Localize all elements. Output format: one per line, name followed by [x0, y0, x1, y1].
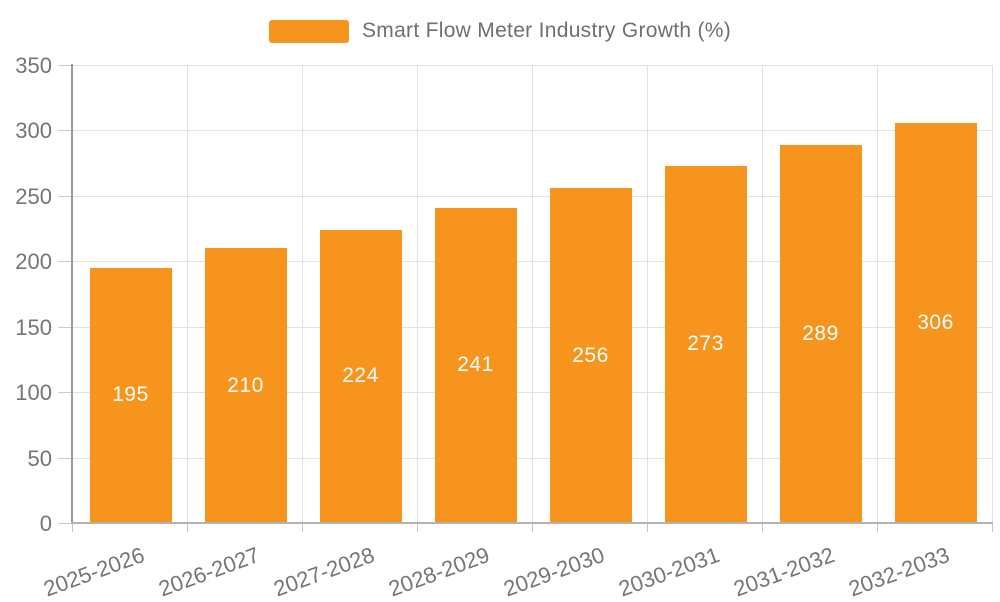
- y-axis-tick: [58, 261, 73, 263]
- gridline-horizontal: [73, 261, 993, 263]
- legend-label: Smart Flow Meter Industry Growth (%): [361, 19, 732, 42]
- y-axis-tick: [58, 195, 73, 197]
- x-axis-tick: [762, 523, 763, 532]
- bar-value-label: 289: [802, 321, 839, 345]
- x-axis-tick: [302, 523, 303, 532]
- bar-value-label: 256: [572, 343, 609, 367]
- bar[interactable]: 256: [549, 188, 632, 523]
- gridline-vertical: [877, 65, 878, 523]
- x-axis-tick: [72, 523, 73, 532]
- bar[interactable]: 241: [434, 207, 517, 523]
- x-axis-label: 2026-2027: [155, 542, 264, 602]
- legend-item[interactable]: Smart Flow Meter Industry Growth (%): [0, 17, 1000, 45]
- bar-value-label: 306: [917, 310, 954, 334]
- y-axis-label: 100: [15, 380, 52, 406]
- legend-swatch: [268, 19, 349, 43]
- x-axis-label: 2032-2033: [845, 542, 954, 602]
- bar[interactable]: 195: [89, 267, 172, 523]
- y-axis-tick: [58, 326, 73, 328]
- x-axis-tick: [647, 523, 648, 532]
- gridline-horizontal: [73, 130, 993, 132]
- x-axis-tick: [417, 523, 418, 532]
- y-axis-label: 250: [15, 183, 52, 209]
- bar[interactable]: 224: [319, 229, 402, 523]
- gridline-vertical: [532, 65, 533, 523]
- y-axis-label: 300: [15, 118, 52, 144]
- x-axis-tick: [877, 523, 878, 532]
- bar-value-label: 241: [457, 353, 494, 377]
- bar[interactable]: 210: [204, 248, 287, 523]
- x-axis-tick: [532, 523, 533, 532]
- y-axis-tick: [58, 392, 73, 394]
- gridline-horizontal: [73, 195, 993, 197]
- bar[interactable]: 306: [894, 122, 977, 523]
- y-axis-label: 0: [39, 511, 52, 536]
- gridline-vertical: [762, 65, 763, 523]
- gridline-vertical: [302, 65, 303, 523]
- gridline-vertical: [417, 65, 418, 523]
- x-axis-label: 2028-2029: [385, 542, 494, 602]
- x-axis-label: 2030-2031: [615, 542, 724, 602]
- bar-value-label: 195: [112, 383, 149, 407]
- bar-value-label: 273: [687, 332, 724, 356]
- bar[interactable]: 273: [664, 165, 747, 523]
- y-axis-tick: [58, 457, 73, 459]
- x-axis-tick: [187, 523, 188, 532]
- y-axis-label: 200: [15, 249, 52, 275]
- x-axis-label: 2029-2030: [500, 542, 609, 602]
- x-axis-label: 2027-2028: [270, 542, 379, 602]
- y-axis-label: 50: [27, 445, 52, 471]
- y-axis-label: 350: [15, 53, 52, 78]
- gridline-vertical: [647, 65, 648, 523]
- gridline-horizontal: [73, 392, 993, 394]
- gridline-horizontal: [73, 326, 993, 328]
- x-axis-label: 2031-2032: [730, 542, 839, 602]
- gridline-vertical: [187, 65, 188, 523]
- gridline-horizontal: [73, 65, 993, 66]
- y-axis-line: [71, 64, 73, 524]
- y-axis-tick: [58, 65, 73, 66]
- x-axis-label: 2025-2026: [40, 542, 149, 602]
- bar-value-label: 224: [342, 364, 379, 388]
- bar-value-label: 210: [227, 373, 264, 397]
- x-axis-tick: [992, 523, 993, 532]
- y-axis-tick: [58, 130, 73, 132]
- y-axis-label: 150: [15, 314, 52, 340]
- gridline-horizontal: [73, 457, 993, 459]
- gridline-vertical: [992, 65, 993, 523]
- bar[interactable]: 289: [779, 144, 862, 523]
- y-axis-tick: [58, 523, 73, 524]
- plot-area: 195 210 224 241 256 273 289 306: [58, 65, 993, 532]
- x-axis-line: [71, 522, 993, 524]
